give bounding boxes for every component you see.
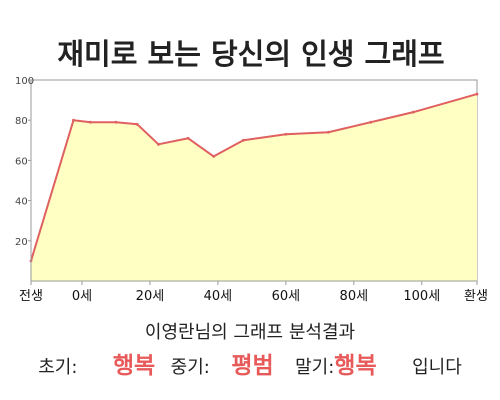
early-value: 행복 [112, 353, 156, 379]
ending-text: 입니다 [412, 357, 462, 378]
early-label: 초기: [38, 357, 78, 378]
data-point-10 [326, 130, 330, 134]
data-point-4 [135, 122, 139, 126]
data-point-3 [114, 120, 118, 124]
series-line [30, 93, 478, 262]
y-tick-label-100: 100 [15, 76, 34, 87]
y-tick-label-80: 80 [15, 116, 28, 127]
x-tick-label-7: 환생 [464, 289, 488, 304]
data-point-1 [72, 118, 75, 122]
x-tick-label-4: 60세 [272, 289, 301, 304]
mid-value: 평범 [231, 353, 274, 379]
chart-title: 재미로 보는 당신의 인생 그래프 [57, 37, 444, 71]
data-point-11 [369, 120, 373, 124]
mid-label: 중기: [170, 357, 210, 378]
data-point-6 [186, 136, 190, 140]
late-value: 행복 [334, 353, 377, 379]
x-tick-label-0: 전생 [19, 289, 43, 304]
data-point-8 [241, 138, 245, 142]
area-fill [31, 94, 477, 281]
data-point-12 [411, 110, 415, 114]
analysis-title: 이영란님의 그래프 분석결과 [144, 322, 356, 343]
data-point-9 [284, 132, 288, 136]
data-point-7 [212, 154, 216, 158]
data-point-2 [89, 120, 92, 124]
data-point-5 [157, 142, 160, 146]
late-label: 말기: [295, 357, 335, 378]
analysis-result: 초기: 행복 중기: 평범 말기:행복 입니다 [0, 346, 500, 380]
x-tick-label-3: 40세 [204, 289, 233, 304]
x-tick-label-1: 0세 [72, 289, 92, 304]
plot-area: 20 40 60 80 100 전생 0세 20세 40세 60세 80세 100세 환생 [15, 76, 488, 304]
x-tick-label-2: 20세 [136, 289, 165, 304]
y-tick-label-40: 40 [15, 197, 28, 208]
y-tick-label-20: 20 [15, 237, 28, 248]
x-tick-label-6: 100세 [403, 289, 440, 304]
y-tick-label-60: 60 [15, 156, 28, 167]
x-tick-label-5: 80세 [340, 289, 369, 304]
data-point-13 [475, 92, 479, 96]
